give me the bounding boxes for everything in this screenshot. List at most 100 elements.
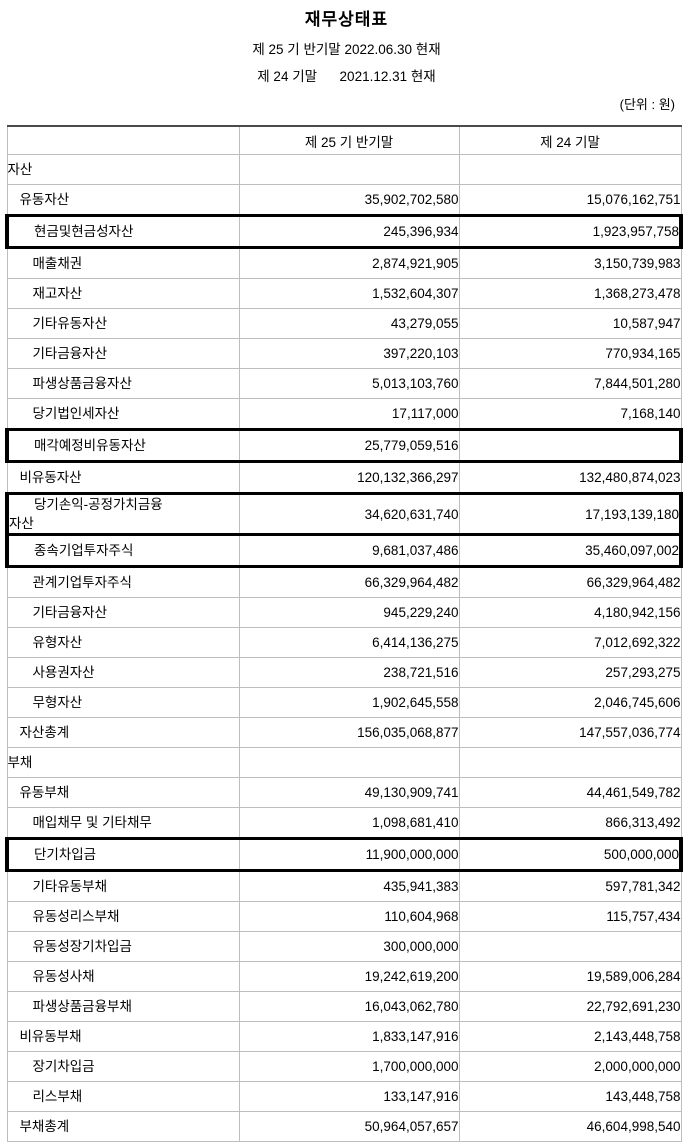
account-row: 기타금융자산 945,229,240 4,180,942,156 [6,597,682,628]
account-label: 재고자산 [6,278,240,309]
period-line-prior: 제 24 기말 2021.12.31 현재 [257,69,436,84]
value-current-period: 50,964,057,657 [238,1111,460,1142]
account-row: 비유동부채 1,833,147,916 2,143,448,758 [6,1021,682,1052]
value-prior-period: 44,461,549,782 [458,777,682,808]
account-row: 파생상품금융자산 5,013,103,760 7,844,501,280 [6,368,682,399]
value-prior-period: 1,923,957,758 [458,214,683,249]
account-label: 부채총계 [6,1111,240,1142]
value-current-period: 156,035,068,877 [238,717,460,748]
account-row: 당기법인세자산 17,117,000 7,168,140 [6,398,682,430]
value-prior-period: 132,480,874,023 [458,461,682,494]
value-current-period: 1,902,645,558 [238,687,460,718]
value-prior-period: 66,329,964,482 [458,566,682,598]
account-row: 매출채권 2,874,921,905 3,150,739,983 [6,247,682,279]
column-header-current-period: 제 25 기 반기말 [238,125,460,155]
account-row: 기타유동자산 43,279,055 10,587,947 [6,308,682,339]
account-label: 유형자산 [6,627,240,658]
value-prior-period: 17,193,139,180 [458,492,683,536]
account-row: 기타금융자산 397,220,103 770,934,165 [6,338,682,369]
column-header-prior-period: 제 24 기말 [458,125,682,155]
value-current-period: 238,721,516 [238,657,460,688]
value-current-period: 110,604,968 [238,901,460,932]
value-prior-period: 10,587,947 [458,308,682,339]
document-header: 재무상태표 제 25 기 반기말 2022.06.30 현재 제 24 기말 2… [0,0,693,112]
value-prior-period: 2,046,745,606 [458,687,682,718]
period-line-current: 제 25 기 반기말 2022.06.30 현재 [252,42,441,57]
account-row: 관계기업투자주식 66,329,964,482 66,329,964,482 [6,566,682,598]
value-prior-period: 22,792,691,230 [458,991,682,1022]
value-current-period: 9,681,037,486 [238,533,460,568]
value-prior-period [458,428,683,463]
account-label: 기타유동부채 [6,870,240,902]
account-row: 사용권자산 238,721,516 257,293,275 [6,657,682,688]
account-label: 유동부채 [6,777,240,808]
value-prior-period: 115,757,434 [458,901,682,932]
value-current-period: 43,279,055 [238,308,460,339]
table-body: 자산 유동자산 35,902,702,580 15,076,162,751 현금및현금성… [5,154,683,1142]
value-prior-period [458,154,682,185]
value-prior-period: 15,076,162,751 [458,184,682,216]
value-prior-period: 500,000,000 [458,837,683,872]
value-prior-period: 147,557,036,774 [458,717,682,748]
column-header-account [6,125,240,155]
value-prior-period [458,747,682,778]
value-current-period: 133,147,916 [238,1081,460,1112]
account-label: 유동자산 [6,184,240,216]
value-prior-period: 46,604,998,540 [458,1111,682,1142]
value-prior-period: 7,844,501,280 [458,368,682,399]
value-prior-period: 35,460,097,002 [458,533,683,568]
account-row: 비유동자산 120,132,366,297 132,480,874,023 [6,461,682,494]
account-row: 유형자산 6,414,136,275 7,012,692,322 [6,627,682,658]
value-current-period: 397,220,103 [238,338,460,369]
account-row: 유동성장기차입금 300,000,000 [6,931,682,962]
account-label: 기타금융자산 [6,338,240,369]
report-title: 재무상태표 [304,10,389,29]
account-label: 당기손익-공정가치금융 자산 [5,492,240,536]
value-current-period: 945,229,240 [238,597,460,628]
value-prior-period: 1,368,273,478 [458,278,682,309]
value-current-period: 19,242,619,200 [238,961,460,992]
value-prior-period: 3,150,739,983 [458,247,682,279]
account-row: 당기손익-공정가치금융 자산 34,620,631,740 17,193,139,1… [5,492,683,536]
value-prior-period: 2,143,448,758 [458,1021,682,1052]
account-label: 매출채권 [6,247,240,279]
account-label: 장기차입금 [6,1051,240,1082]
value-prior-period: 19,589,006,284 [458,961,682,992]
account-row: 매각예정비유동자산 25,779,059,516 [5,428,683,463]
account-label: 유동성장기차입금 [6,931,240,962]
value-current-period: 1,700,000,000 [238,1051,460,1082]
value-current-period [238,154,460,185]
value-prior-period: 866,313,492 [458,807,682,839]
value-prior-period: 2,000,000,000 [458,1051,682,1082]
value-current-period: 435,941,383 [238,870,460,902]
account-label: 파생상품금융자산 [6,368,240,399]
value-current-period: 11,900,000,000 [238,837,460,872]
value-current-period: 2,874,921,905 [238,247,460,279]
account-row: 부채총계 50,964,057,657 46,604,998,540 [6,1111,682,1142]
account-label: 현금및현금성자산 [5,214,240,249]
account-label: 비유동자산 [6,461,240,494]
account-row: 부채 [6,747,682,778]
account-row: 리스부채 133,147,916 143,448,758 [6,1081,682,1112]
value-current-period: 25,779,059,516 [238,428,460,463]
value-current-period [238,747,460,778]
account-row: 자산총계 156,035,068,877 147,557,036,774 [6,717,682,748]
account-label: 매각예정비유동자산 [5,428,240,463]
value-prior-period [458,931,682,962]
value-current-period: 34,620,631,740 [238,492,460,536]
account-row: 유동성리스부채 110,604,968 115,757,434 [6,901,682,932]
value-current-period: 1,833,147,916 [238,1021,460,1052]
value-prior-period: 7,168,140 [458,398,682,430]
value-current-period: 66,329,964,482 [238,566,460,598]
value-current-period: 5,013,103,760 [238,368,460,399]
value-current-period: 245,396,934 [238,214,460,249]
account-label: 단기차입금 [5,837,240,872]
account-label: 당기법인세자산 [6,398,240,430]
value-prior-period: 770,934,165 [458,338,682,369]
table-header-row: 제 25 기 반기말 제 24 기말 [6,125,682,155]
account-row: 유동부채 49,130,909,741 44,461,549,782 [6,777,682,808]
account-row: 무형자산 1,902,645,558 2,046,745,606 [6,687,682,718]
value-current-period: 1,532,604,307 [238,278,460,309]
value-current-period: 49,130,909,741 [238,777,460,808]
value-current-period: 16,043,062,780 [238,991,460,1022]
